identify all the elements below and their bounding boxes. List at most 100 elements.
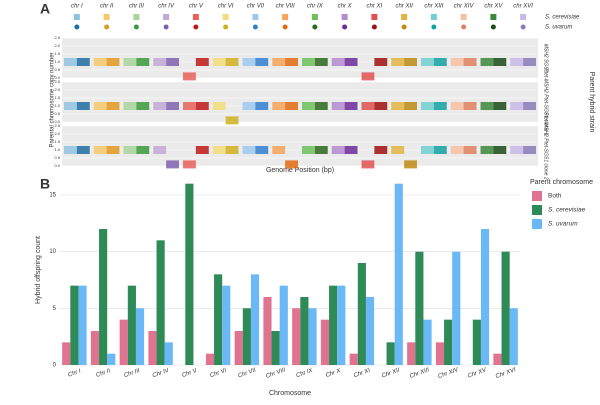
copy-number-cloud [510,58,524,66]
bar [329,285,338,365]
copy-number-cloud [344,102,358,110]
chromosome-label: chr XIV [454,4,475,10]
copy-number-cloud [344,58,358,66]
copy-number-cloud [391,58,405,66]
y-tick-label: 0.0 [54,75,60,80]
legend-dot [74,24,80,30]
legend-swatch [341,14,348,20]
y-tick-label: 0.0 [54,163,60,168]
copy-number-cloud [285,160,298,169]
copy-number-cloud [404,160,417,169]
copy-number-cloud [93,146,107,154]
copy-number-cloud [93,102,107,110]
y-tick-label: 1.0 [54,147,60,152]
copy-number-cloud [272,58,286,66]
copy-number-cloud [463,58,477,66]
legend-swatch [532,205,542,215]
y-axis-label: Hybrid offspring count [35,236,42,304]
bar [148,331,157,365]
legend-label: S. uvarum [545,25,572,31]
legend-dot [520,24,526,30]
copy-number-cloud [463,146,477,154]
x-tick-label: Chr XIII [409,367,430,380]
copy-number-cloud [314,58,328,66]
y-tick-label: 1.5 [54,95,60,100]
y-tick-label: 15 [49,193,56,199]
copy-number-cloud [195,146,209,154]
copy-number-cloud [493,146,507,154]
bar [271,331,280,365]
legend-dot [490,24,496,30]
copy-number-cloud [404,58,417,66]
chromosome-label: chr XI [367,4,383,10]
x-tick-label: Chr VI [209,368,227,380]
copy-number-cloud [510,102,524,110]
panel-label: A [40,1,50,17]
legend-dot [312,24,318,30]
bar [135,308,145,365]
legend-swatch [460,14,467,20]
copy-number-cloud [123,102,137,110]
x-tick-label: Chr I [67,368,82,378]
legend-dot [223,24,229,30]
copy-number-cloud [123,146,137,154]
legend-dot [371,24,377,30]
copy-number-cloud [64,58,77,66]
chromosome-label: chr XVI [513,4,533,10]
copy-number-cloud [374,102,388,110]
copy-number-cloud [153,102,167,110]
copy-number-cloud [64,146,77,154]
legend-dot [282,24,288,30]
bar [99,229,108,365]
strain-label: Ptet-MSH2 Ptet-SGS1 clone 1 [543,68,549,135]
chromosome-label: chr XV [484,4,503,10]
bar [119,319,128,365]
copy-number-cloud [195,58,209,66]
copy-number-cloud [106,58,120,66]
bar [452,251,461,365]
copy-number-cloud [523,58,536,66]
copy-number-cloud [212,102,226,110]
copy-number-cloud [76,58,90,66]
x-tick-label: Chr XVI [495,367,517,380]
y-tick-label: 1.5 [54,139,60,144]
copy-number-cloud [450,146,464,154]
bar [263,297,272,365]
legend-label: S. uvarum [548,221,578,228]
copy-number-cloud [136,146,150,154]
copy-number-cloud [510,146,524,154]
x-tick-label: Chr VII [237,367,257,379]
copy-number-cloud [331,102,345,110]
chromosome-label: chr I [71,4,83,10]
bar [415,251,424,365]
copy-number-cloud [331,58,345,66]
y-tick-label: 2.0 [54,131,60,136]
y-tick-label: 0.5 [54,155,60,160]
copy-number-cloud [480,58,494,66]
y-tick-label: 2.0 [54,43,60,48]
copy-number-cloud [331,146,345,154]
legend-swatch [490,14,497,20]
bar [78,285,87,365]
copy-number-cloud [361,102,375,110]
bar [185,183,194,365]
copy-number-cloud [374,58,388,66]
copy-number-cloud [76,102,90,110]
copy-number-cloud [153,146,167,154]
copy-number-cloud [463,102,477,110]
copy-number-cloud [136,102,150,110]
copy-number-cloud [166,160,179,169]
copy-number-cloud [255,58,269,66]
copy-number-cloud [361,72,375,81]
bar [365,297,375,365]
copy-number-cloud [493,58,507,66]
legend-swatch [371,14,378,20]
legend-dot [342,24,348,30]
copy-number-cloud [391,102,405,110]
legend-dot [104,24,110,30]
copy-number-cloud [64,102,77,110]
copy-number-cloud [391,146,405,154]
chromosome-label: chr XII [395,4,413,10]
copy-number-cloud [242,146,256,154]
